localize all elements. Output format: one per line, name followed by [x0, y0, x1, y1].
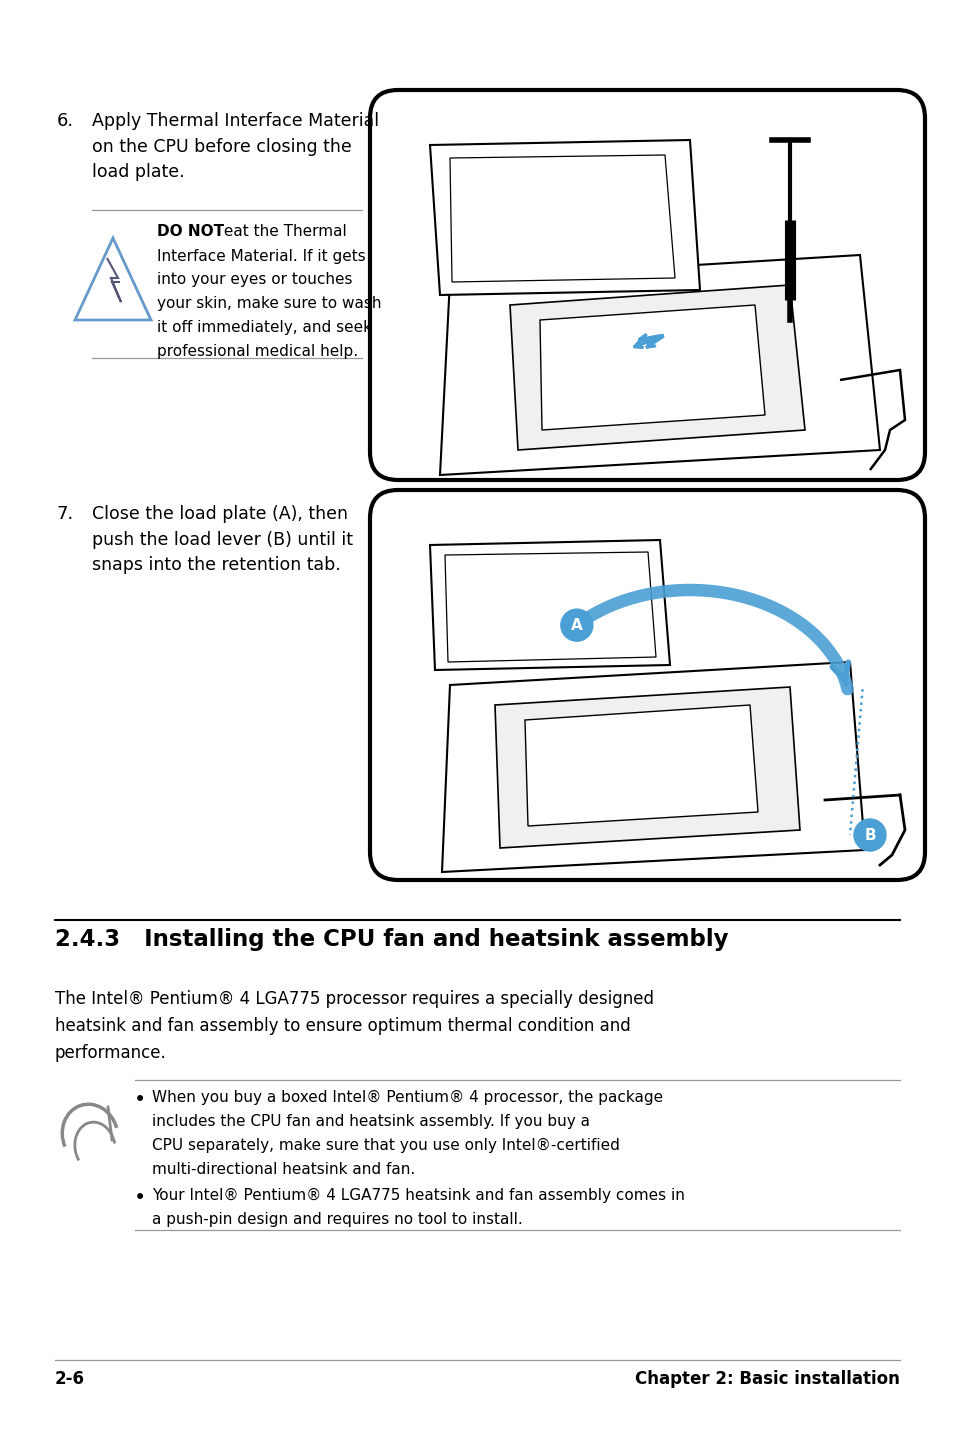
Polygon shape [430, 139, 700, 295]
Text: A: A [571, 618, 582, 633]
FancyBboxPatch shape [370, 490, 924, 880]
Text: 2.4.3   Installing the CPU fan and heatsink assembly: 2.4.3 Installing the CPU fan and heatsin… [55, 928, 728, 951]
Text: •: • [133, 1090, 146, 1110]
Text: a push-pin design and requires no tool to install.: a push-pin design and requires no tool t… [152, 1212, 522, 1227]
Text: your skin, make sure to wash: your skin, make sure to wash [157, 296, 381, 311]
Polygon shape [430, 541, 669, 670]
Text: Interface Material. If it gets: Interface Material. If it gets [157, 249, 365, 265]
Text: includes the CPU fan and heatsink assembly. If you buy a: includes the CPU fan and heatsink assemb… [152, 1114, 589, 1129]
Text: Apply Thermal Interface Material
on the CPU before closing the
load plate.: Apply Thermal Interface Material on the … [91, 112, 378, 181]
Circle shape [560, 610, 592, 641]
FancyBboxPatch shape [370, 91, 924, 480]
Text: it off immediately, and seek: it off immediately, and seek [157, 321, 372, 335]
Polygon shape [495, 687, 800, 848]
Circle shape [853, 820, 885, 851]
Text: When you buy a boxed Intel® Pentium® 4 processor, the package: When you buy a boxed Intel® Pentium® 4 p… [152, 1090, 662, 1104]
Text: multi-directional heatsink and fan.: multi-directional heatsink and fan. [152, 1162, 415, 1176]
Text: Close the load plate (A), then
push the load lever (B) until it
snaps into the r: Close the load plate (A), then push the … [91, 505, 353, 574]
Text: B: B [863, 827, 875, 843]
Polygon shape [539, 305, 764, 430]
Text: 2-6: 2-6 [55, 1370, 85, 1388]
Text: 7.: 7. [57, 505, 74, 523]
Text: into your eyes or touches: into your eyes or touches [157, 272, 352, 288]
Polygon shape [510, 285, 804, 450]
Text: Your Intel® Pentium® 4 LGA775 heatsink and fan assembly comes in: Your Intel® Pentium® 4 LGA775 heatsink a… [152, 1188, 684, 1204]
Text: DO NOT: DO NOT [157, 224, 224, 239]
Polygon shape [524, 705, 758, 825]
Text: CPU separately, make sure that you use only Intel®-certified: CPU separately, make sure that you use o… [152, 1137, 619, 1153]
Text: 6.: 6. [57, 112, 74, 129]
Text: professional medical help.: professional medical help. [157, 344, 357, 360]
Text: •: • [133, 1188, 146, 1208]
Text: The Intel® Pentium® 4 LGA775 processor requires a specially designed
heatsink an: The Intel® Pentium® 4 LGA775 processor r… [55, 989, 654, 1063]
Text: eat the Thermal: eat the Thermal [219, 224, 346, 239]
Text: Chapter 2: Basic installation: Chapter 2: Basic installation [635, 1370, 899, 1388]
